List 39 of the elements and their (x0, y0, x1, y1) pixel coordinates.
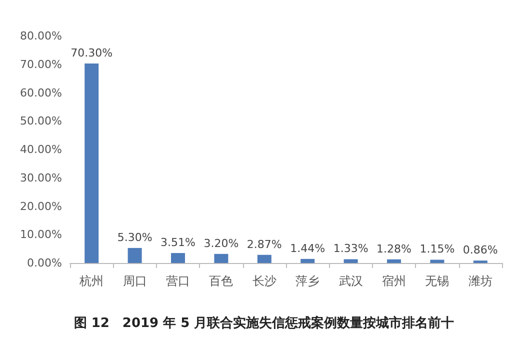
x-tick-label: 宿州 (382, 274, 406, 288)
y-tick-label: 80.00% (20, 30, 62, 42)
data-label: 0.86% (462, 244, 498, 257)
x-tick-label: 长沙 (252, 274, 276, 288)
bar (171, 253, 185, 263)
data-label: 5.30% (117, 230, 152, 244)
data-label: 1.15% (420, 242, 455, 256)
x-tick-label: 营口 (166, 274, 190, 288)
y-tick-label: 30.00% (20, 171, 62, 184)
data-label: 70.30% (70, 46, 113, 60)
data-label: 1.33% (333, 242, 368, 256)
y-tick-label: 10.00% (20, 228, 62, 242)
data-label: 3.51% (160, 236, 196, 250)
bar (128, 248, 142, 263)
y-tick-label: 0.00% (27, 256, 62, 270)
bar (387, 259, 401, 263)
data-label: 1.28% (376, 242, 412, 256)
x-tick-label: 百色 (209, 274, 234, 288)
bar (257, 254, 272, 263)
x-tick-label: 杭州 (78, 274, 104, 288)
data-label: 1.44% (290, 242, 326, 255)
data-label: 3.20% (204, 236, 239, 250)
bar (300, 258, 315, 263)
y-tick-label: 70.00% (20, 58, 62, 71)
y-tick-label: 50.00% (20, 114, 62, 128)
x-tick-label: 萍乡 (296, 274, 320, 288)
x-tick-label: 武汉 (338, 274, 363, 288)
x-tick-label: 无锡 (425, 274, 450, 288)
bar (430, 260, 444, 263)
bar (214, 254, 228, 263)
x-tick-label: 周口 (122, 274, 147, 288)
y-tick-label: 60.00% (20, 86, 62, 100)
bar (344, 259, 358, 263)
y-tick-label: 40.00% (20, 143, 62, 156)
y-tick-label: 20.00% (20, 200, 62, 213)
bar (84, 64, 99, 263)
data-label: 2.87% (246, 238, 282, 251)
text: 图 12 2019 年 5 月联合实施失信惩戒案例数量按城市排名前十 (74, 315, 454, 331)
x-tick-label: 潍坊 (468, 274, 492, 288)
